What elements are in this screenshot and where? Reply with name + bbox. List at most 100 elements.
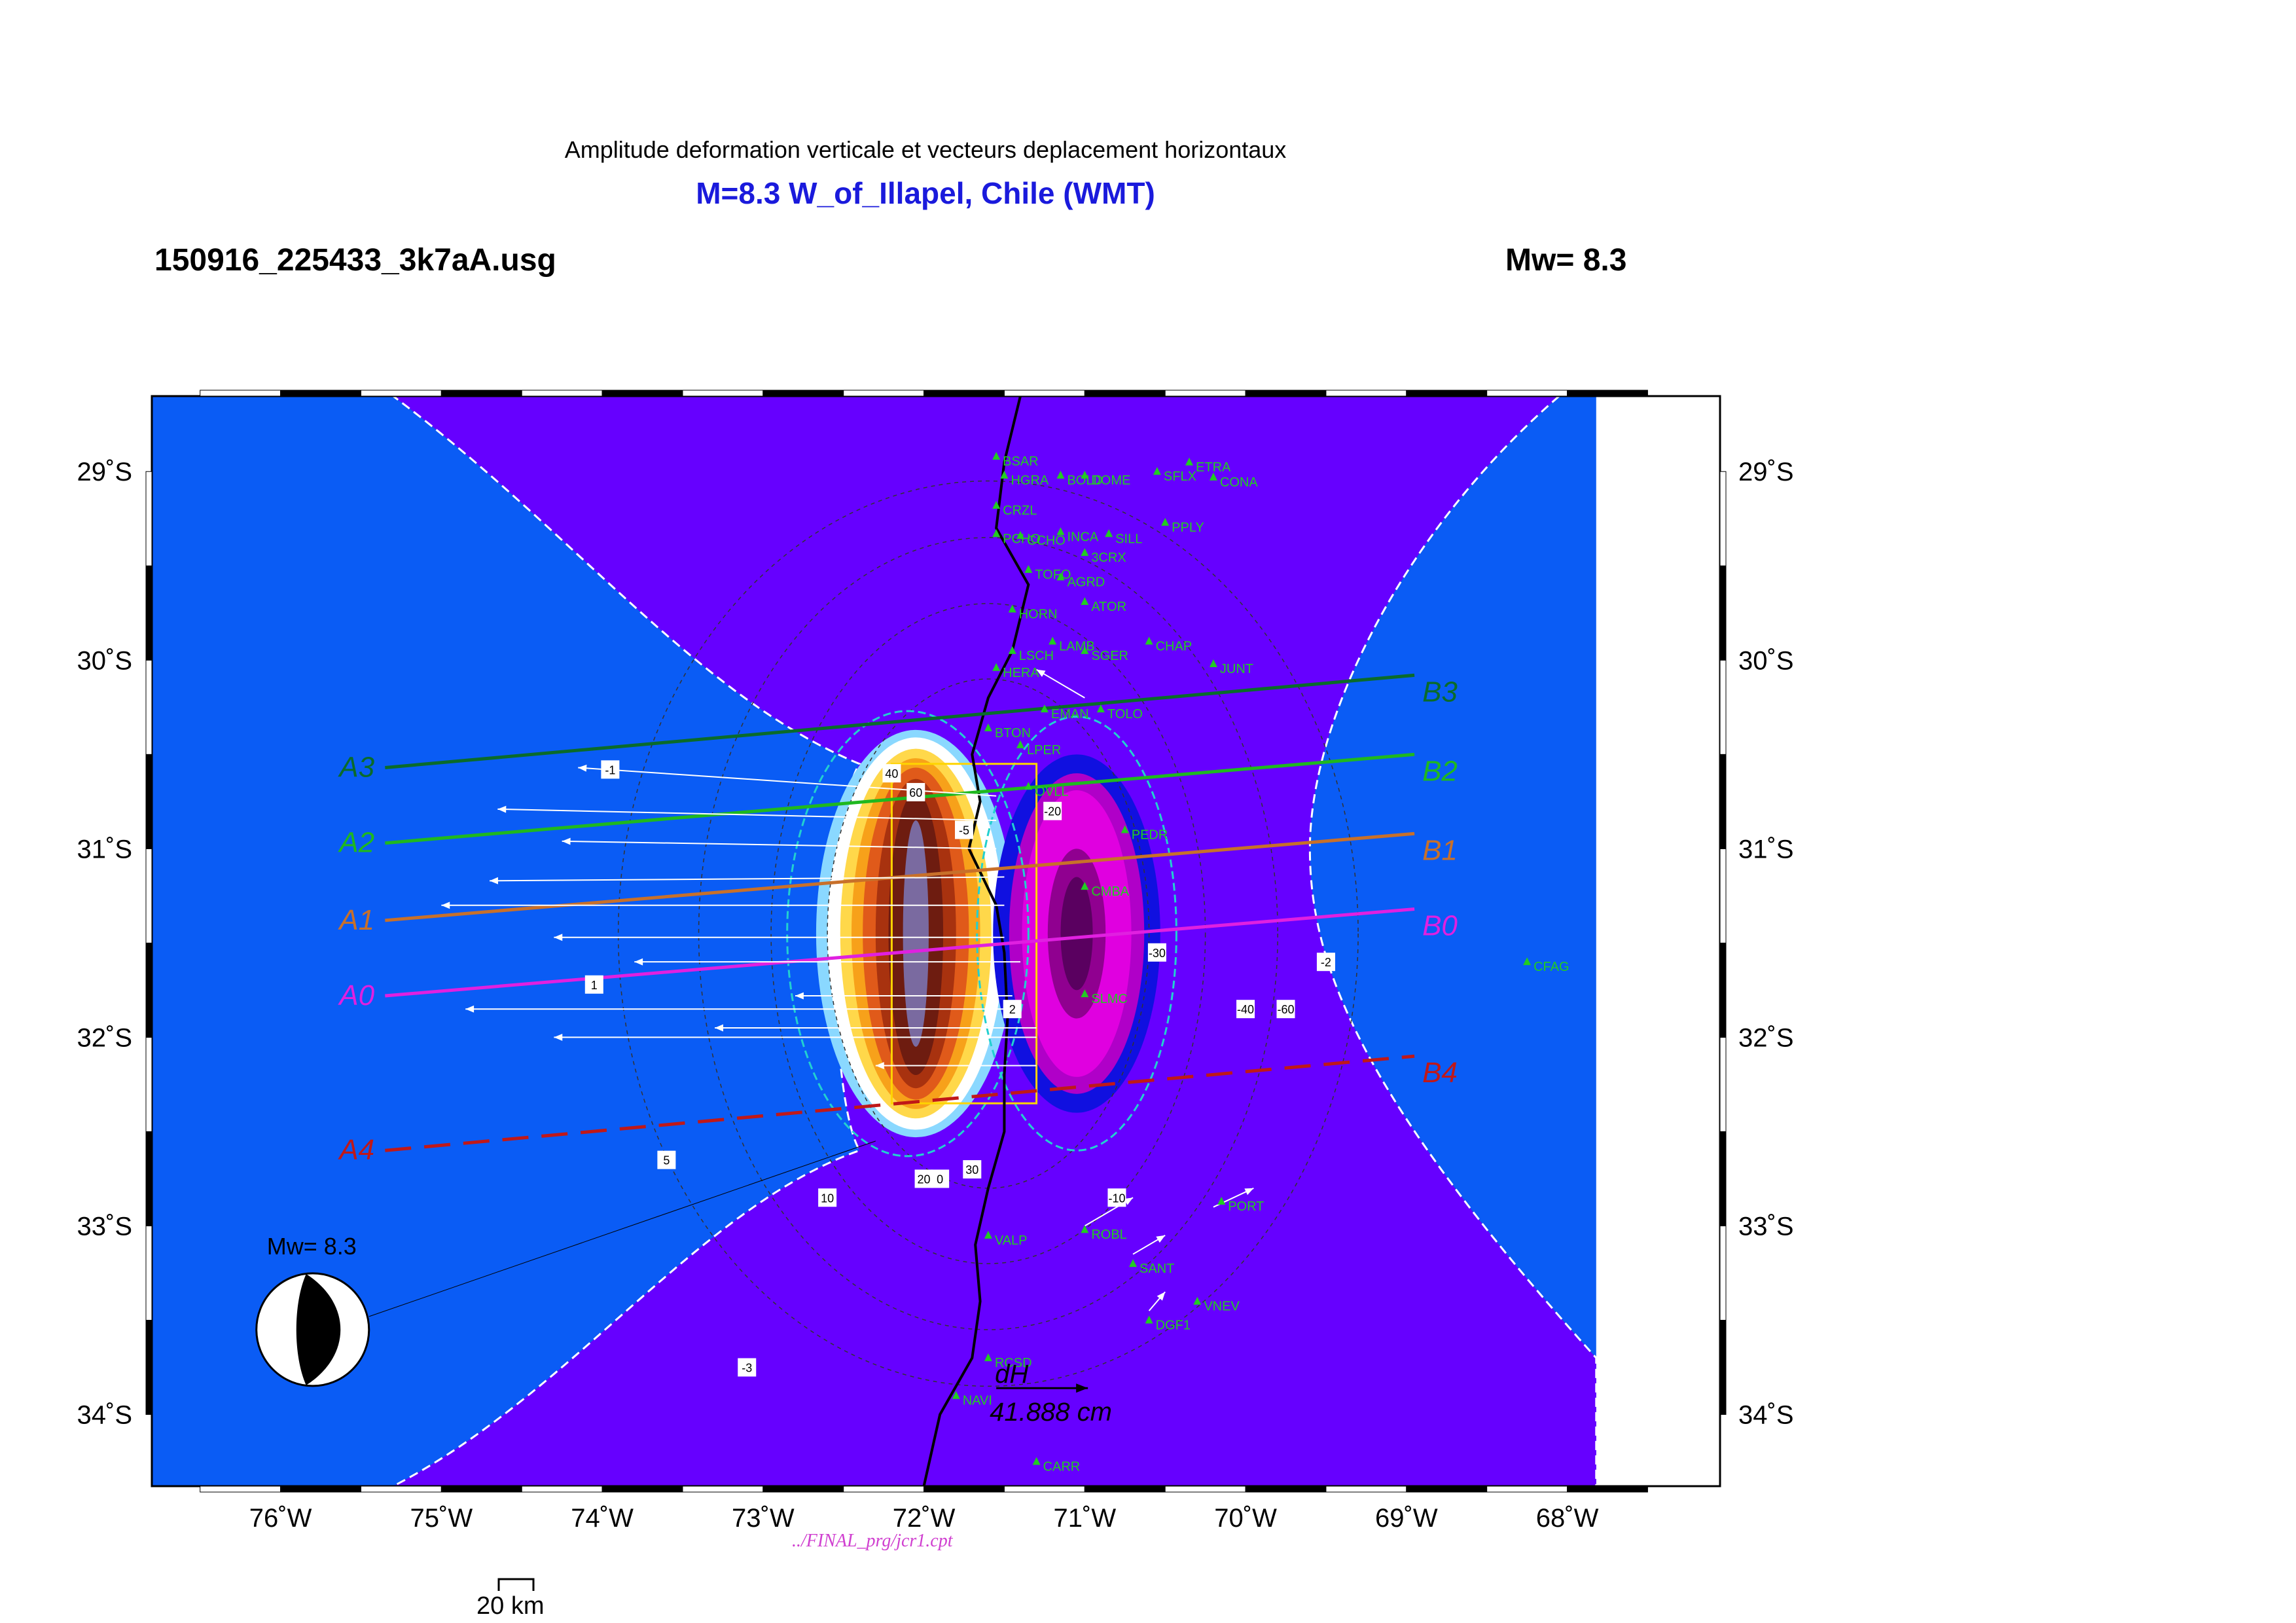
scale-bar-line (497, 1578, 535, 1591)
contour-label: -3 (742, 1362, 752, 1375)
data-filename: 150916_225433_3k7aA.usg (154, 243, 556, 278)
contour-label: 60 (909, 786, 922, 799)
station-marker (984, 1353, 992, 1362)
frame-tick-top (521, 390, 603, 397)
station-label: BTON (995, 726, 1031, 740)
beachball-compression (296, 1273, 341, 1385)
colormap-file-label: ../FINAL_prg/jcr1.cpt (792, 1531, 953, 1551)
lon-tick-label: 74˚W (571, 1504, 634, 1533)
station-marker (1129, 1259, 1138, 1267)
lat-tick-label: 30˚S (1738, 646, 1794, 675)
station-label: CONA (1220, 475, 1258, 490)
displacement-arrowhead (1124, 1197, 1134, 1205)
contour-lines (617, 480, 1359, 1387)
station-marker (1008, 604, 1016, 613)
station-label: VNEV (1204, 1300, 1240, 1314)
station-label: LSCH (1019, 649, 1054, 663)
profile-end-label: B4 (1422, 1057, 1458, 1089)
map-subtitle: Amplitude deformation verticale et vecte… (564, 136, 1287, 163)
station-marker (1024, 565, 1033, 574)
station-label: HORN (1019, 608, 1058, 622)
profile-start-label: A1 (337, 904, 374, 936)
beachball-label: Mw= 8.3 (267, 1233, 357, 1260)
frame-tick-bottom (521, 1486, 603, 1493)
profile-end-label: B2 (1422, 755, 1458, 787)
station-label: BOLD (1067, 473, 1102, 488)
profile-end-label: B1 (1422, 834, 1458, 866)
frame-tick-bottom (360, 1486, 442, 1493)
profile-start-label: A4 (337, 1134, 374, 1166)
station-label: ROBL (1091, 1228, 1126, 1242)
contour-label-box (931, 1169, 950, 1188)
station-marker (1185, 457, 1194, 465)
station-label: PEDR (1132, 828, 1168, 843)
lat-tick-label: 32˚S (77, 1023, 133, 1052)
uplift-zone (816, 729, 1016, 1138)
lat-tick-label: 33˚S (77, 1212, 133, 1241)
contour-label-box (1276, 1000, 1295, 1019)
station-label: ATOR (1091, 600, 1126, 614)
profile-line (385, 907, 1415, 998)
contour-label: -2 (1321, 956, 1331, 969)
contour-label-box (963, 1160, 982, 1179)
contour-line (698, 537, 1278, 1330)
profile-start-label: A0 (337, 979, 374, 1012)
station-marker (1056, 572, 1065, 581)
displacement-vectors (441, 668, 1254, 1311)
contour-line (786, 710, 1030, 1158)
station-label: JUNT (1220, 662, 1253, 676)
lat-tick-label: 31˚S (77, 835, 133, 864)
profile-start-label: A3 (337, 751, 374, 783)
station-marker (1081, 470, 1089, 479)
scale-bar-label: 20 km (476, 1592, 545, 1620)
station-marker (1209, 472, 1217, 481)
frame-tick-left (145, 659, 152, 755)
contour-label: -40 (1237, 1003, 1254, 1016)
station-marker (1096, 704, 1105, 713)
displacement-arrowhead (1156, 1235, 1166, 1243)
frame-tick-right (1719, 1225, 1727, 1321)
displacement-arrow (497, 808, 997, 822)
station-label: CCHO (1027, 534, 1066, 548)
lat-tick-label: 34˚S (77, 1401, 133, 1430)
station-label: CHAP (1156, 639, 1193, 653)
contour-label-box (657, 1150, 676, 1169)
displacement-arrow (578, 767, 997, 797)
lon-tick-label: 73˚W (732, 1504, 795, 1533)
frame-tick-top (843, 390, 925, 397)
lon-tick-label: 72˚W (893, 1504, 956, 1533)
station-marker (1081, 881, 1089, 890)
contour-label-box (1316, 953, 1335, 972)
station-marker (952, 1391, 960, 1399)
frame-tick-bottom (280, 1486, 361, 1493)
station-marker (1081, 989, 1089, 998)
station-label: 3CRX (1091, 551, 1126, 565)
station-marker (1056, 527, 1065, 536)
station-label: RCSD (995, 1356, 1032, 1370)
station-label: LAMB (1059, 639, 1094, 653)
frame-tick-top (601, 390, 683, 397)
frame-tick-right (1719, 1036, 1727, 1132)
beachball-leader (368, 1140, 876, 1317)
frame-tick-top (280, 390, 361, 397)
station-marker (1193, 1296, 1202, 1305)
frame-tick-right (1719, 848, 1727, 943)
contour-label: 20 (918, 1173, 931, 1186)
frame-tick-top (1084, 390, 1166, 397)
lat-tick-label: 29˚S (1738, 458, 1794, 486)
station-label: SANT (1139, 1262, 1174, 1276)
station-label: OVLL (1035, 784, 1068, 799)
station-marker (1121, 825, 1129, 833)
displacement-arrowhead (490, 877, 498, 884)
station-marker (1016, 740, 1025, 748)
displacement-arrowhead (554, 934, 563, 941)
station-label: BSAR (1003, 454, 1038, 469)
lat-tick-label: 30˚S (77, 646, 133, 675)
fault-plane (890, 763, 1038, 1104)
lon-tick-label: 70˚W (1214, 1504, 1277, 1533)
frame-tick-bottom (1325, 1486, 1407, 1493)
frame-tick-right (1719, 942, 1727, 1038)
frame-tick-top (1245, 390, 1327, 397)
frame-tick-bottom (1084, 1486, 1166, 1493)
